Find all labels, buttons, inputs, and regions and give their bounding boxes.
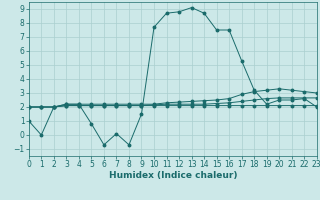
X-axis label: Humidex (Indice chaleur): Humidex (Indice chaleur) [108,171,237,180]
